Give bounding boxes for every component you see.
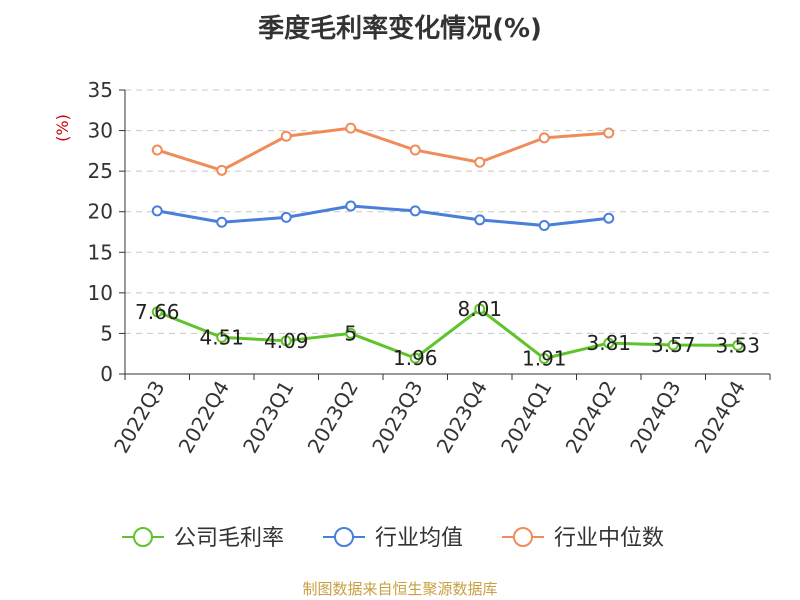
data-label: 7.66	[135, 300, 180, 324]
data-labels: 7.66 4.51 4.09 5 1.96 8.01 1.91 3.81 3.57 3.53	[135, 297, 760, 370]
legend-swatch-marker	[334, 527, 354, 547]
x-tick-label: 2023Q4	[432, 377, 492, 458]
data-point	[474, 214, 486, 226]
x-tick-label: 2024Q1	[496, 377, 556, 458]
y-tick-label: 10	[88, 281, 113, 305]
data-point	[151, 144, 163, 156]
x-tick-label: 2023Q3	[367, 377, 427, 458]
data-label: 3.53	[715, 333, 760, 357]
data-label: 8.01	[457, 297, 502, 321]
y-tick-label: 15	[88, 240, 113, 264]
data-point	[216, 216, 228, 228]
series-line	[156, 307, 738, 361]
y-tick-label: 0	[100, 362, 113, 386]
legend-swatch-marker	[133, 527, 153, 547]
data-point	[345, 327, 357, 339]
y-tick-label: 20	[88, 200, 113, 224]
data-point	[538, 132, 550, 144]
legend: 公司毛利率 行业均值 行业中位数	[122, 526, 664, 551]
data-point	[216, 331, 228, 343]
data-point	[474, 303, 486, 315]
data-label: 4.51	[199, 325, 244, 349]
data-label: 3.81	[586, 331, 631, 355]
data-label: 3.57	[651, 333, 696, 357]
x-tick-label: 2022Q4	[174, 377, 234, 458]
data-label: 1.96	[393, 346, 438, 370]
chart-title: 季度毛利率变化情况(%)	[258, 14, 542, 44]
data-point	[409, 352, 421, 364]
source-note: 制图数据来自恒生聚源数据库	[302, 580, 498, 598]
data-point	[280, 130, 292, 142]
data-label: 1.91	[522, 347, 567, 371]
x-tick-label: 2023Q2	[303, 377, 363, 458]
data-point	[409, 205, 421, 217]
legend-swatch-marker	[513, 527, 533, 547]
legend-label: 公司毛利率	[174, 526, 284, 551]
legend-label: 行业中位数	[554, 526, 664, 551]
data-label: 5	[344, 321, 357, 345]
y-axis-label: (%)	[53, 114, 72, 142]
data-point	[474, 156, 486, 168]
series-line	[156, 204, 609, 228]
data-label: 4.09	[264, 329, 309, 353]
series-line	[156, 126, 609, 172]
x-tick-label: 2024Q3	[625, 377, 685, 458]
data-point	[603, 212, 615, 224]
y-tick-label: 35	[88, 78, 113, 102]
data-point	[216, 164, 228, 176]
data-point	[345, 122, 357, 134]
data-point	[280, 335, 292, 347]
data-point	[538, 353, 550, 365]
data-point	[603, 127, 615, 139]
legend-label: 行业均值	[375, 526, 463, 551]
data-point	[603, 337, 615, 349]
data-point	[151, 205, 163, 217]
x-tick-label: 2022Q3	[109, 377, 169, 458]
x-tick-label: 2024Q2	[561, 377, 621, 458]
y-tick-label: 30	[88, 119, 113, 143]
y-tick-label: 25	[88, 159, 113, 183]
data-point	[345, 200, 357, 212]
data-point	[280, 211, 292, 223]
data-point	[667, 339, 679, 351]
series	[151, 122, 744, 365]
x-tick-label: 2023Q1	[238, 377, 298, 458]
data-point	[538, 220, 550, 232]
y-tick-label: 5	[100, 321, 113, 345]
data-point	[732, 339, 744, 351]
data-point	[151, 306, 163, 318]
gridlines	[125, 89, 770, 334]
data-point	[409, 144, 421, 156]
x-tick-label: 2024Q4	[690, 377, 750, 458]
